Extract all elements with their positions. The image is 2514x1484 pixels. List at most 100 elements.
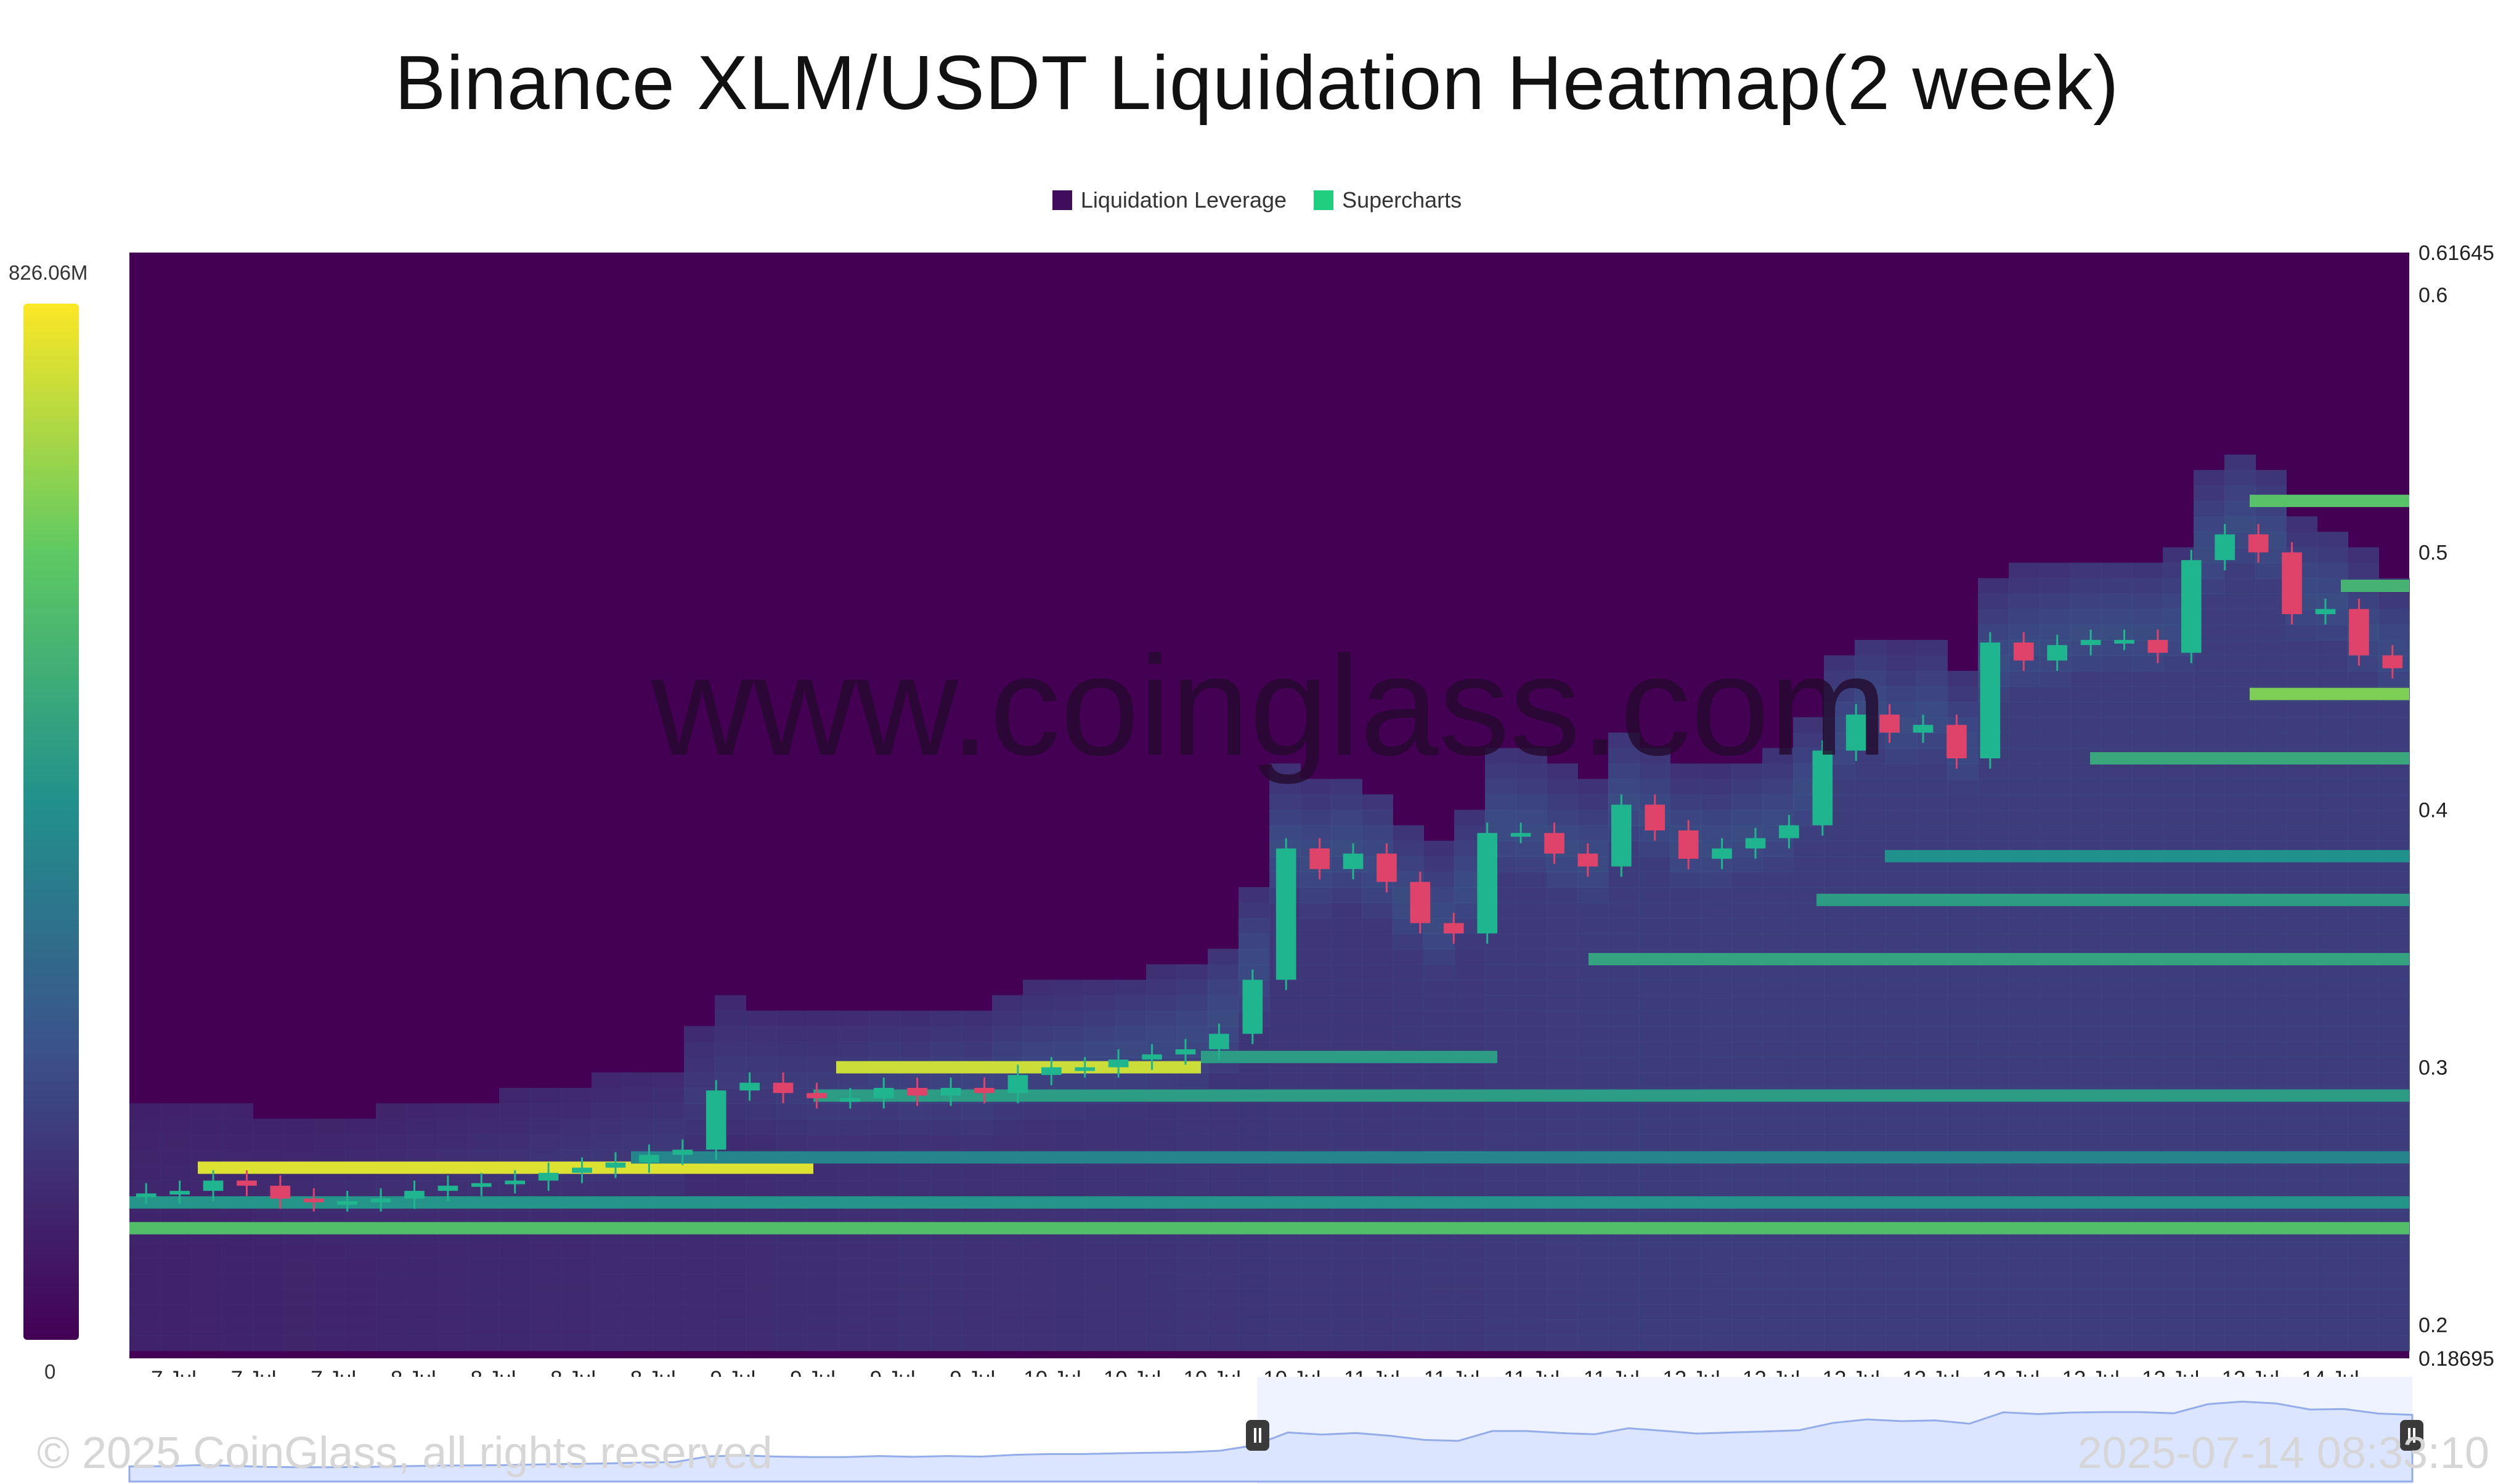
legend-label-supercharts: Supercharts <box>1342 187 1462 213</box>
heatmap-cell <box>1423 1026 1455 1042</box>
heatmap-cell <box>1731 1103 1763 1120</box>
heatmap-cell <box>1300 1134 1332 1151</box>
navigator-left-handle[interactable] <box>1246 1420 1269 1451</box>
heatmap-cell <box>2317 1242 2348 1259</box>
heatmap-cell <box>1115 1257 1147 1274</box>
heatmap-cell <box>1362 995 1393 1012</box>
heatmap-cell <box>1824 1026 1855 1042</box>
heatmap-cell <box>1608 763 1640 780</box>
heatmap-cell <box>1886 1041 1917 1058</box>
heatmap-cell <box>1516 763 1547 780</box>
heatmap-cell <box>1547 856 1578 872</box>
heatmap-cell <box>376 1257 407 1274</box>
heatmap-cell <box>684 1072 715 1089</box>
heatmap-cell <box>1454 964 1486 981</box>
heatmap-cell <box>2163 686 2194 703</box>
heatmap-cell <box>684 1288 715 1305</box>
candle-body <box>706 1090 726 1150</box>
heatmap-cell <box>838 1304 869 1321</box>
heatmap-cell <box>2194 717 2225 734</box>
heatmap-cell <box>314 1288 346 1305</box>
legend-item-supercharts[interactable]: Supercharts <box>1314 187 1462 213</box>
heatmap-cell <box>345 1273 376 1289</box>
heatmap-cell <box>1916 871 1948 888</box>
heatmap-cell <box>715 1026 746 1042</box>
heatmap-cell <box>1516 1134 1547 1151</box>
heatmap-cell <box>992 1288 1023 1305</box>
heatmap-cell <box>838 1041 869 1058</box>
heatmap-cell <box>437 1320 469 1336</box>
heatmap-cell <box>592 1180 623 1197</box>
heatmap-cell <box>2101 562 2133 579</box>
heatmap-cell <box>1393 995 1424 1012</box>
heatmap-cell <box>129 1242 161 1259</box>
heatmap-cell <box>1855 1103 1886 1120</box>
heatmap-cell <box>407 1273 438 1289</box>
legend: Liquidation Leverage Supercharts <box>0 187 2514 213</box>
heatmap-cell <box>1577 995 1609 1012</box>
heatmap-cell <box>222 1134 253 1151</box>
heatmap-cell <box>1762 748 1794 764</box>
heatmap-cell <box>1608 886 1640 904</box>
heatmap-cell <box>283 1119 315 1135</box>
heatmap-cell <box>1639 779 1670 795</box>
heatmap-cell <box>2348 1304 2379 1321</box>
heatmap-cell <box>2009 593 2040 610</box>
heatmap-cell <box>2378 639 2410 656</box>
heatmap-cell <box>1300 1165 1332 1182</box>
heatmap-cell <box>807 1134 839 1151</box>
heatmap-cell <box>1547 1041 1578 1058</box>
heatmap-cell <box>930 1288 962 1305</box>
heatmap-cell <box>1793 732 1824 749</box>
heatmap-cell <box>1916 1320 1948 1336</box>
heatmap-cell <box>869 1257 900 1274</box>
heatmap-cell <box>1639 979 1670 996</box>
heatmap-cell <box>1547 1288 1578 1305</box>
heatmap-cell <box>1516 748 1547 764</box>
liquidation-band <box>2250 495 2409 508</box>
candle-body <box>1913 724 1934 733</box>
heatmap-cell <box>869 1041 900 1058</box>
heatmap-cell <box>622 1180 654 1197</box>
heatmap-cell <box>2224 454 2256 471</box>
heatmap-cell <box>2317 1010 2348 1027</box>
heatmap-cell <box>222 1257 253 1274</box>
heatmap-cell <box>1547 964 1578 981</box>
heatmap-cell <box>222 1242 253 1259</box>
heatmap-cell <box>1886 809 1917 826</box>
heatmap-cell <box>1516 1165 1547 1182</box>
heatmap-cell <box>1516 1010 1547 1027</box>
heatmap-cell <box>2317 825 2348 841</box>
heatmap-cell <box>2070 871 2102 888</box>
heatmap-cell <box>2040 562 2071 579</box>
heatmap-cell <box>1762 995 1794 1012</box>
heatmap-cell <box>1855 748 1886 764</box>
heatmap-cell <box>2194 825 2225 841</box>
heatmap-cell <box>2348 562 2379 579</box>
navigator-right-handle[interactable] <box>2400 1420 2423 1451</box>
heatmap-cell <box>1855 779 1886 795</box>
heatmap-cell <box>2194 1119 2225 1135</box>
heatmap-cell <box>653 1320 685 1336</box>
heatmap-cell <box>776 1273 808 1289</box>
heatmap-cell <box>2348 593 2379 610</box>
heatmap-cell <box>869 1134 900 1151</box>
heatmap-cell <box>1701 1288 1732 1305</box>
legend-item-liquidation[interactable]: Liquidation Leverage <box>1052 187 1287 213</box>
heatmap-cell <box>1886 1103 1917 1120</box>
heatmap-cell <box>2255 1134 2287 1151</box>
heatmap-cell <box>1947 918 1979 935</box>
heatmap-cell <box>1886 1288 1917 1305</box>
heatmap-cell <box>1269 1026 1301 1042</box>
heatmap-cell <box>2163 1072 2194 1089</box>
heatmap-cell <box>653 1087 685 1105</box>
heatmap-cell <box>2101 1026 2133 1042</box>
heatmap-cell <box>1824 1273 1855 1289</box>
chart-title: Binance XLM/USDT Liquidation Heatmap(2 w… <box>394 41 2120 126</box>
heatmap-cell <box>1208 1103 1239 1120</box>
heatmap-cell <box>1978 593 2009 610</box>
heatmap-cell <box>2101 655 2133 671</box>
heatmap-cell <box>2255 1288 2287 1305</box>
heatmap-cell <box>407 1257 438 1274</box>
heatmap-cell <box>1731 1273 1763 1289</box>
